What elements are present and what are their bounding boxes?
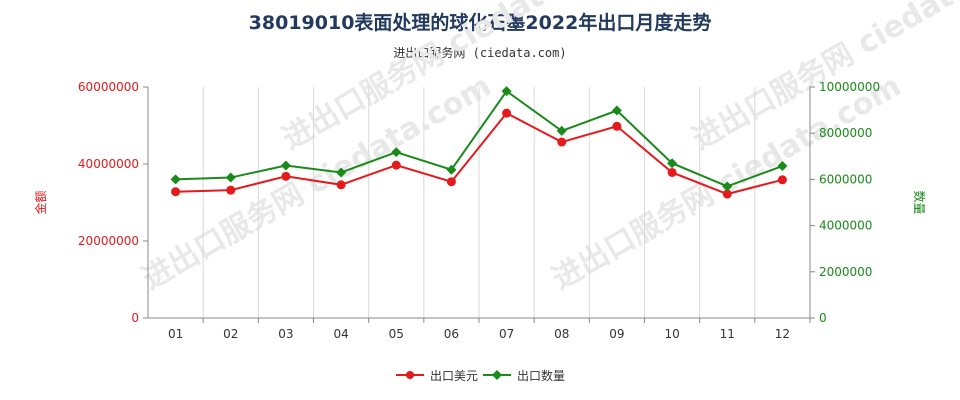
watermark-text-3: 进出口服务网 ciedata.com [277,0,638,157]
chart-subtitle: 进出口服务网 (ciedata.com) [393,46,567,60]
series-2-point-6 [446,164,457,175]
chart-title: 38019010表面处理的球化石墨2022年出口月度走势 [248,12,712,34]
y-right-tick-label-6: 10000000 [819,80,880,94]
series-2-point-5 [391,147,402,158]
x-tick-label-3: 03 [278,327,293,341]
legend-item-series-1[interactable]: 出口美元 [396,366,478,384]
y-right-tick-label-1: 0 [819,311,827,325]
series-line-2 [175,89,783,188]
series-2-point-10 [667,158,678,169]
series-2-point-3 [280,160,291,171]
series-2-point-9 [611,105,622,116]
x-tick-label-12: 12 [775,327,790,341]
legend-label-series-2: 出口数量 [517,368,566,383]
series-line-1 [175,111,783,196]
legend-marker-series-1 [396,371,424,379]
x-tick-label-6: 06 [444,327,459,341]
series-1-point-5 [391,160,401,170]
x-tick-label-9: 09 [609,327,624,341]
series-1-point-8 [557,137,567,147]
y-right-tick-label-5: 8000000 [819,126,872,140]
series-2-point-2 [225,172,236,183]
series-2-point-1 [170,174,181,185]
series-1-point-9 [612,121,622,131]
legend-label-series-1: 出口美元 [430,368,479,383]
x-tick-label-5: 05 [389,327,404,341]
legend-marker-series-2 [483,370,511,380]
y-right-tick-label-3: 4000000 [819,219,872,233]
series-1-point-11 [722,189,732,199]
y-right-tick-label-2: 2000000 [819,265,872,279]
x-tick-label-7: 07 [499,327,514,341]
series-2-point-7 [501,86,512,97]
series-1-point-7 [502,108,512,118]
series-1-point-1 [171,187,181,197]
x-tick-label-1: 01 [168,327,183,341]
y-left-tick-label-2: 20000000 [78,234,139,248]
x-tick-label-11: 11 [720,327,735,341]
series-2-point-11 [722,181,733,192]
x-tick-label-2: 02 [223,327,238,341]
series-1-point-3 [281,171,291,181]
series-2-point-8 [556,125,567,136]
y-right-axis-title: 数量 [912,190,927,214]
y-right-tick-label-4: 6000000 [819,172,872,186]
y-left-tick-label-1: 0 [131,311,139,325]
x-tick-label-4: 04 [333,327,348,341]
series-1-point-6 [446,177,456,187]
legend-item-series-2[interactable]: 出口数量 [483,366,565,384]
series-2-point-12 [777,161,788,172]
series-1-point-2 [226,185,236,195]
y-left-tick-label-4: 60000000 [78,80,139,94]
x-tick-label-10: 10 [664,327,679,341]
y-left-tick-label-3: 40000000 [78,157,139,171]
series-1-point-4 [336,180,346,190]
series-2-point-4 [336,167,347,178]
y-left-axis-title: 金额 [33,190,48,214]
x-tick-label-8: 08 [554,327,569,341]
series-1-point-12 [777,175,787,185]
series-1-point-10 [667,167,677,177]
